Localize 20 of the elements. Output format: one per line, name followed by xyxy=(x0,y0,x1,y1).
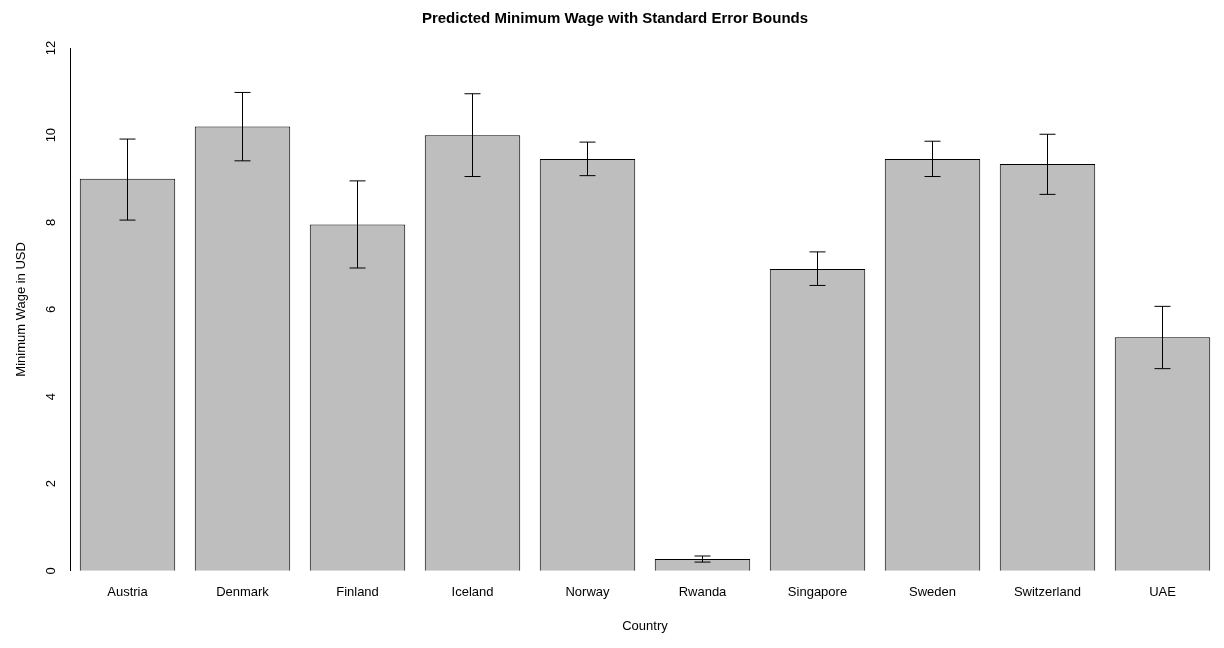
chart-title: Predicted Minimum Wage with Standard Error Bounds xyxy=(421,9,809,27)
x-tick-label: Norway xyxy=(565,584,611,600)
x-tick-label: Denmark xyxy=(216,584,270,600)
x-tick-label: Switzerland xyxy=(1013,584,1082,600)
y-tick-label: 4 xyxy=(43,392,59,401)
y-tick-label: 0 xyxy=(43,567,59,575)
x-axis-title: Country xyxy=(622,617,669,633)
x-tick-label: Austria xyxy=(107,584,149,600)
y-tick-label: 8 xyxy=(43,218,59,226)
x-tick-label: Sweden xyxy=(909,584,956,600)
x-tick-label: Rwanda xyxy=(678,584,728,600)
x-tick-label: UAE xyxy=(1149,584,1177,600)
y-tick-label: 6 xyxy=(43,305,59,314)
y-tick-label: 12 xyxy=(43,40,59,56)
x-tick-label: Iceland xyxy=(451,584,494,600)
x-tick-label: Singapore xyxy=(787,584,848,600)
y-tick-label: 10 xyxy=(43,127,59,143)
y-tick-label: 2 xyxy=(43,480,59,488)
x-tick-label: Finland xyxy=(336,584,379,600)
y-axis-title: Minimum Wage in USD xyxy=(13,242,29,377)
